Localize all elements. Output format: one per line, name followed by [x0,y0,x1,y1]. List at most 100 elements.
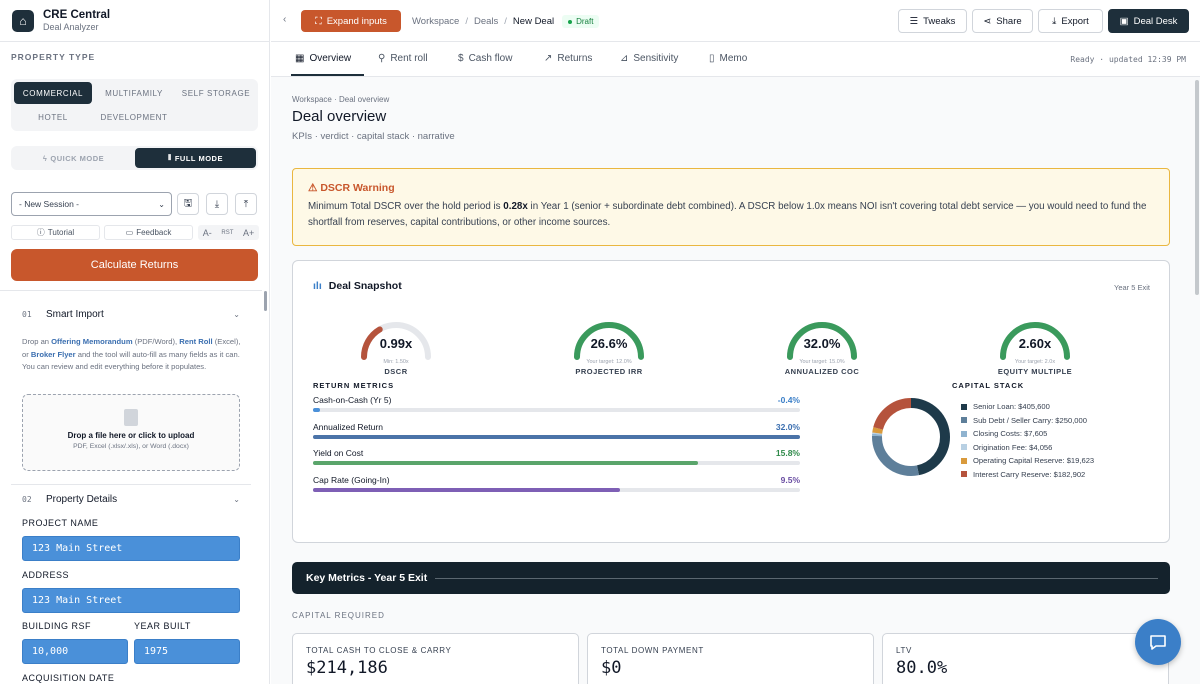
chevron-down-icon: ⌄ [158,200,165,209]
metric-track [313,487,800,492]
smart-import-header[interactable]: 01 Smart Import ⌄ [22,307,240,321]
sidebar: ⌂ CRE Central Deal Analyzer PROPERTY TYP… [0,0,270,684]
tutorial-label: Tutorial [47,228,75,237]
home-icon[interactable]: ⌂ [12,9,34,32]
gauge-label: PROJECTED IRR [575,367,643,376]
donut-segment [872,398,950,476]
tab-rent-roll[interactable]: ⚲ Rent roll [378,53,428,64]
year-built-field[interactable]: 1975 [134,639,240,664]
font-reset-button[interactable]: RST [221,229,234,236]
gauge-target: Your target: 15.0% [799,359,845,365]
gauge-dscr: 0.99x Min: 1.50x DSCR [351,315,441,376]
share-label: Share [996,15,1022,27]
metric-label: Cash-on-Cash (Yr 5) [313,395,392,405]
property-type-commercial[interactable]: COMMERCIAL [14,82,92,104]
gauge-target: Your target: 12.0% [586,359,632,365]
metric-card: TOTAL DOWN PAYMENT $0 [587,633,874,684]
export-button[interactable]: ⤓ Export [1038,9,1103,33]
sidebar-scrollbar[interactable] [264,291,267,311]
tab-cash-flow[interactable]: $ Cash flow [458,53,512,64]
tab-memo[interactable]: ▯ Memo [709,53,747,64]
gauge-value: 0.99x [379,336,413,351]
card-label: TOTAL DOWN PAYMENT [601,646,704,655]
gauge-value: 26.6% [590,336,628,351]
status-badge-label: Draft [576,17,594,26]
tab-label: Memo [719,53,748,64]
warning-title: DSCR Warning [320,182,395,194]
project-name-label: PROJECT NAME [22,518,99,528]
page-subtitle: KPIs · verdict · capital stack · narrati… [292,131,455,142]
property-type-self-storage[interactable]: SELF STORAGE [181,88,251,98]
tab-returns[interactable]: ↗ Returns [544,53,592,64]
expand-inputs-button[interactable]: ⛶ Expand inputs [301,10,401,32]
breadcrumb-deals[interactable]: Deals [473,16,499,27]
brand: ⌂ CRE Central Deal Analyzer [0,0,269,42]
tab-sensitivity[interactable]: ⊿ Sensitivity [620,53,678,64]
capital-required-label: CAPITAL REQUIRED [292,611,385,620]
page-title: Deal overview [292,108,387,125]
legend-swatch [961,430,967,437]
address-label: ADDRESS [22,570,70,580]
metric-value: 9.5% [780,474,800,485]
trend-icon: ↗ [544,53,553,64]
file-dropzone[interactable]: Drop a file here or click to upload PDF,… [22,394,240,471]
chevron-left-icon[interactable]: ‹ [283,14,287,25]
breadcrumb: Workspace / Deals / New Deal Draft [412,15,600,28]
tweaks-button[interactable]: ☰ Tweaks [898,9,967,33]
upload-icon[interactable]: ⤒ [235,193,257,215]
gauge-projected-irr: 26.6% Your target: 12.0% PROJECTED IRR [564,315,654,376]
metric-value: -0.4% [777,395,800,405]
share-button[interactable]: ⋖ Share [972,9,1033,33]
address-field[interactable]: 123 Main Street [22,588,240,613]
card-label: LTV [896,646,912,655]
gauge-label: DSCR [384,367,408,376]
chat-button[interactable] [1135,619,1181,665]
chevron-down-icon: ⌄ [233,309,240,319]
property-type-multifamily[interactable]: MULTIFAMILY [105,88,163,98]
calculate-returns-button[interactable]: Calculate Returns [11,249,258,281]
property-details-header[interactable]: 02 Property Details ⌄ [22,492,240,506]
project-name-field[interactable]: 123 Main Street [22,536,240,561]
gauge-target: Your target: 2.0x [1014,359,1056,365]
chart-icon: ⊿ [620,53,629,64]
key-metrics-title: Key Metrics - Year 5 Exit [306,572,428,584]
legend-item: Sub Debt / Seller Carry: $250,000 [961,414,1094,428]
export-label: Export [1061,15,1089,27]
help-icon: ⓘ [36,228,45,237]
main-content: Workspace · Deal overview Deal overview … [271,77,1200,684]
font-size-controls: A- RST A+ [198,225,259,240]
legend-item: Closing Costs: $7,605 [961,427,1094,441]
tab-bar: ▦ Overview ⚲ Rent roll $ Cash flow ↗ Returns… [271,42,1200,77]
snapshot-title: Deal Snapshot [328,280,402,292]
legend-item: Senior Loan: $405,600 [961,400,1094,414]
font-decrease-button[interactable]: A- [202,227,212,238]
file-icon: ▯ [709,53,715,64]
brand-subtitle: Deal Analyzer [43,21,99,32]
gauge-label: ANNUALIZED COC [784,367,860,376]
legend-item: Interest Carry Reserve: $182,902 [961,468,1094,482]
building-rsf-field[interactable]: 10,000 [22,639,128,664]
snapshot-exit-label: Year 5 Exit [1114,283,1150,292]
main-scrollbar[interactable] [1195,80,1199,295]
metric-label: Cap Rate (Going-In) [313,474,390,485]
quick-mode-button[interactable]: ϟ QUICK MODE [13,148,134,168]
metric-label: Annualized Return [313,421,383,432]
tab-overview[interactable]: ▦ Overview [295,53,351,64]
save-icon[interactable]: 🖫 [177,193,199,215]
return-metric-row: Cap Rate (Going-In) 9.5% [313,475,800,497]
feedback-button[interactable]: ▭ Feedback [104,225,193,240]
metric-card: TOTAL CASH TO CLOSE & CARRY $214,186 [292,633,579,684]
deal-desk-label: Deal Desk [1133,15,1178,27]
font-increase-button[interactable]: A+ [242,227,255,238]
dropzone-subtitle: PDF, Excel (.xlsx/.xls), or Word (.docx) [73,443,189,450]
gauge-value: 2.60x [1018,336,1052,351]
tutorial-button[interactable]: ⓘ Tutorial [11,225,100,240]
download-icon[interactable]: ⤓ [206,193,228,215]
warning-icon: ⚠ [308,182,318,194]
session-select[interactable]: - New Session - ⌄ [11,192,172,216]
full-mode-button[interactable]: ⦀ FULL MODE [135,148,256,168]
deal-desk-button[interactable]: ▣ Deal Desk [1108,9,1189,33]
property-type-development[interactable]: DEVELOPMENT [100,112,168,122]
breadcrumb-workspace[interactable]: Workspace [412,16,460,27]
property-type-hotel[interactable]: HOTEL [38,112,68,122]
